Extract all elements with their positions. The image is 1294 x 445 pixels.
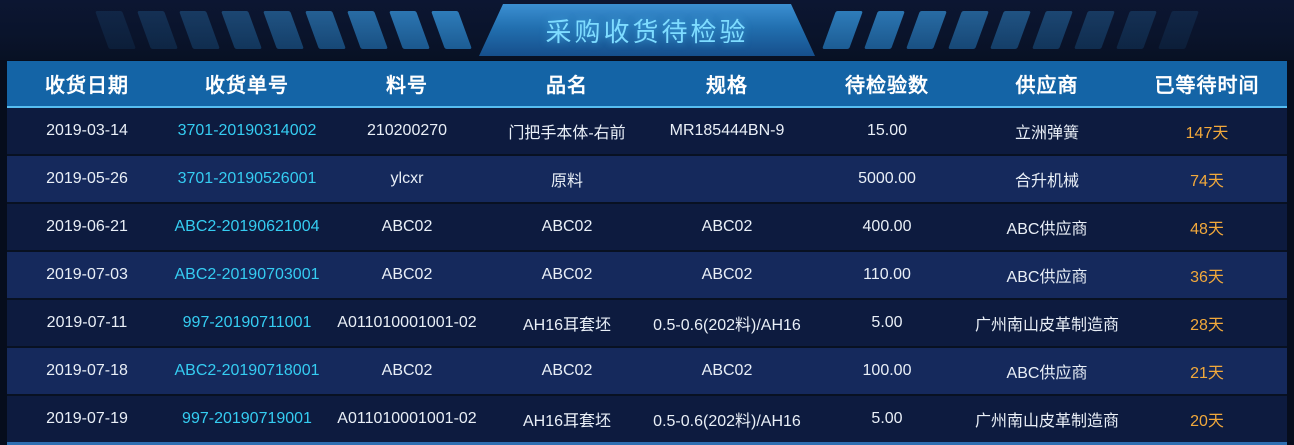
cell-spec: 0.5-0.6(202料)/AH16 xyxy=(653,413,801,430)
stripe-icon xyxy=(990,11,1031,49)
column-header-spec: 规格 xyxy=(706,75,748,97)
cell-product_name: ABC02 xyxy=(541,266,593,283)
table-row: 2019-07-03 ABC2-20190703001 ABC02 ABC02 ABC0… xyxy=(7,250,1287,298)
cell-qty: 5.00 xyxy=(871,410,903,427)
column-header-material_no: 料号 xyxy=(386,75,428,97)
cell-qty: 5000.00 xyxy=(858,170,916,187)
cell-waited: 48天 xyxy=(1190,221,1224,238)
stripe-icon xyxy=(822,11,863,49)
cell-material_no: A011010001001-02 xyxy=(337,314,477,331)
cell-material_no: ABC02 xyxy=(381,362,433,379)
column-header-waited: 已等待时间 xyxy=(1154,75,1260,97)
stripe-icon xyxy=(137,11,178,49)
stripe-icon xyxy=(305,11,346,49)
table-row: 2019-03-14 3701-20190314002 210200270 门把手本体… xyxy=(7,108,1287,154)
cell-date: 2019-05-26 xyxy=(46,170,128,187)
cell-waited: 20天 xyxy=(1190,413,1224,430)
panel-title: 采购收货待检验 xyxy=(545,16,749,47)
stripe-icon xyxy=(864,11,905,49)
cell-waited: 28天 xyxy=(1190,317,1224,334)
cell-order_no[interactable]: ABC2-20190621004 xyxy=(174,218,320,235)
left-stripes-decoration xyxy=(95,11,472,49)
cell-supplier: 合升机械 xyxy=(1014,173,1079,190)
stripe-icon xyxy=(95,11,136,49)
cell-supplier: ABC供应商 xyxy=(1006,269,1088,286)
stripe-icon xyxy=(179,11,220,49)
stripe-icon xyxy=(1032,11,1073,49)
stripe-icon xyxy=(221,11,262,49)
cell-waited: 74天 xyxy=(1190,173,1224,190)
cell-order_no[interactable]: 3701-20190314002 xyxy=(177,122,317,139)
table-row: 2019-07-11 997-20190711001 A011010001001-0… xyxy=(7,298,1287,346)
cell-spec: ABC02 xyxy=(701,266,753,283)
table-row: 2019-07-18 ABC2-20190718001 ABC02 ABC02 ABC0… xyxy=(7,346,1287,394)
table-row: 2019-05-26 3701-20190526001 ylcxr 原料 5000.00… xyxy=(7,154,1287,202)
cell-qty: 100.00 xyxy=(862,362,912,379)
cell-product_name: 门把手本体-右前 xyxy=(508,125,626,142)
cell-spec: ABC02 xyxy=(701,362,753,379)
stripe-icon xyxy=(1074,11,1115,49)
title-bar: 采购收货待检验 xyxy=(0,0,1294,60)
cell-qty: 5.00 xyxy=(871,314,903,331)
stripe-icon xyxy=(431,11,472,49)
table-row: 2019-07-19 997-20190719001 A011010001001-0… xyxy=(7,394,1287,442)
cell-spec: MR185444BN-9 xyxy=(669,122,785,139)
cell-supplier: 立洲弹簧 xyxy=(1014,125,1079,142)
column-header-date: 收货日期 xyxy=(45,75,129,97)
cell-spec: 0.5-0.6(202料)/AH16 xyxy=(653,317,801,334)
cell-qty: 400.00 xyxy=(862,218,912,235)
cell-order_no[interactable]: 997-20190711001 xyxy=(182,314,312,331)
cell-supplier: ABC供应商 xyxy=(1006,221,1088,238)
right-stripes-decoration xyxy=(822,11,1199,49)
cell-product_name: ABC02 xyxy=(541,218,593,235)
cell-waited: 36天 xyxy=(1190,269,1224,286)
cell-material_no: ABC02 xyxy=(381,266,433,283)
cell-date: 2019-07-19 xyxy=(46,410,128,427)
column-header-supplier: 供应商 xyxy=(1015,75,1079,97)
cell-material_no: ABC02 xyxy=(381,218,433,235)
cell-supplier: 广州南山皮革制造商 xyxy=(974,413,1119,430)
stripe-icon xyxy=(948,11,989,49)
stripe-icon xyxy=(263,11,304,49)
cell-product_name: AH16耳套坯 xyxy=(522,317,612,334)
cell-waited: 147天 xyxy=(1185,125,1229,142)
inspection-table: 收货日期 收货单号 料号 品名 规格 待检验数 供应商 已等待时间 2019-03-14 370… xyxy=(7,61,1287,445)
table-header-row: 收货日期 收货单号 料号 品名 规格 待检验数 供应商 已等待时间 xyxy=(7,61,1287,108)
column-header-order_no: 收货单号 xyxy=(205,75,289,97)
cell-date: 2019-06-21 xyxy=(46,218,128,235)
cell-qty: 110.00 xyxy=(863,266,911,283)
cell-order_no[interactable]: ABC2-20190703001 xyxy=(174,266,320,283)
stripe-icon xyxy=(347,11,388,49)
cell-date: 2019-07-11 xyxy=(46,314,128,331)
cell-product_name: 原料 xyxy=(550,173,583,190)
table-row: 2019-06-21 ABC2-20190621004 ABC02 ABC02 ABC0… xyxy=(7,202,1287,250)
cell-supplier: ABC供应商 xyxy=(1006,365,1088,382)
cell-date: 2019-07-18 xyxy=(46,362,128,379)
panel-title-box: 采购收货待检验 xyxy=(479,4,815,56)
table-body: 2019-03-14 3701-20190314002 210200270 门把手本体… xyxy=(7,108,1287,442)
cell-waited: 21天 xyxy=(1190,365,1224,382)
cell-order_no[interactable]: 997-20190719001 xyxy=(182,410,312,427)
cell-date: 2019-03-14 xyxy=(46,122,128,139)
cell-date: 2019-07-03 xyxy=(46,266,128,283)
cell-spec: ABC02 xyxy=(701,218,753,235)
cell-qty: 15.00 xyxy=(866,122,908,139)
column-header-product_name: 品名 xyxy=(546,75,588,97)
cell-order_no[interactable]: ABC2-20190718001 xyxy=(174,362,320,379)
stripe-icon xyxy=(1116,11,1157,49)
stripe-icon xyxy=(1158,11,1199,49)
cell-product_name: ABC02 xyxy=(541,362,593,379)
stripe-icon xyxy=(906,11,947,49)
cell-supplier: 广州南山皮革制造商 xyxy=(974,317,1119,334)
cell-material_no: A011010001001-02 xyxy=(337,410,477,427)
stripe-icon xyxy=(389,11,430,49)
cell-material_no: ylcxr xyxy=(390,170,424,187)
cell-order_no[interactable]: 3701-20190526001 xyxy=(177,170,317,187)
cell-material_no: 210200270 xyxy=(366,122,448,139)
cell-product_name: AH16耳套坯 xyxy=(522,413,612,430)
column-header-qty: 待检验数 xyxy=(845,75,929,97)
